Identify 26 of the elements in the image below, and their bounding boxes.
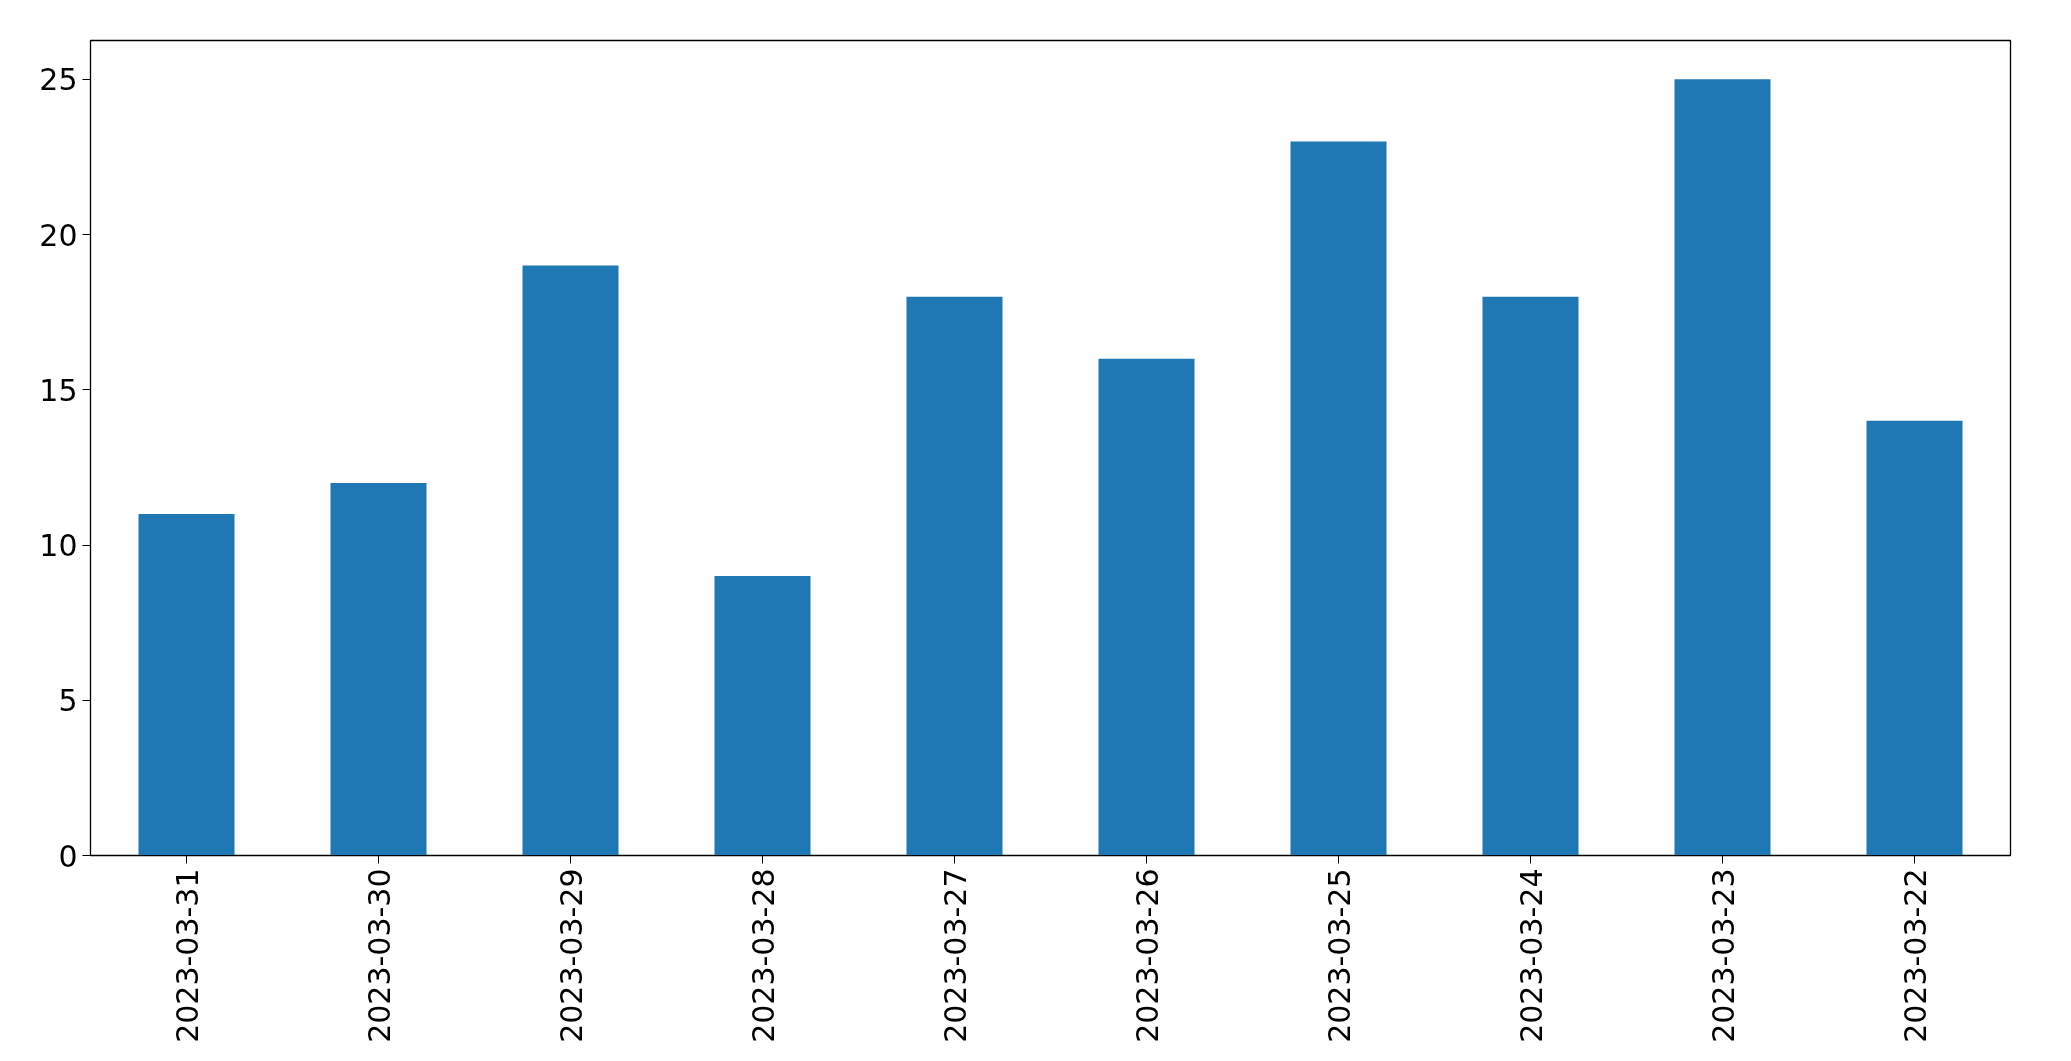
- x-tick-label: 2023-03-29: [553, 868, 589, 1043]
- bar: [1482, 296, 1579, 856]
- x-tick-label: 2023-03-26: [1129, 868, 1165, 1043]
- x-tick-label: 2023-03-30: [361, 868, 397, 1043]
- x-tick-label: 2023-03-25: [1321, 868, 1357, 1043]
- y-tick-label: 0: [58, 838, 78, 874]
- y-tick-label: 15: [39, 372, 78, 408]
- x-tick-label: 2023-03-28: [745, 868, 781, 1043]
- y-tick-label: 5: [58, 683, 78, 719]
- y-tick-label: 10: [39, 528, 78, 564]
- y-tick-label: 20: [39, 217, 78, 253]
- y-tick-label: 25: [39, 62, 78, 98]
- bar: [1866, 420, 1963, 856]
- bar: [1098, 358, 1195, 856]
- bar: [1674, 79, 1771, 856]
- bar: [714, 576, 811, 856]
- x-tick-label: 2023-03-31: [169, 868, 205, 1043]
- bar: [522, 265, 619, 856]
- bar: [138, 513, 235, 856]
- bar: [1290, 141, 1387, 856]
- x-tick-label: 2023-03-24: [1513, 868, 1549, 1043]
- x-tick-label: 2023-03-27: [937, 868, 973, 1043]
- bar: [906, 296, 1003, 856]
- x-tick-label: 2023-03-23: [1705, 868, 1741, 1043]
- x-tick-label: 2023-03-22: [1897, 868, 1933, 1043]
- bar: [330, 482, 427, 856]
